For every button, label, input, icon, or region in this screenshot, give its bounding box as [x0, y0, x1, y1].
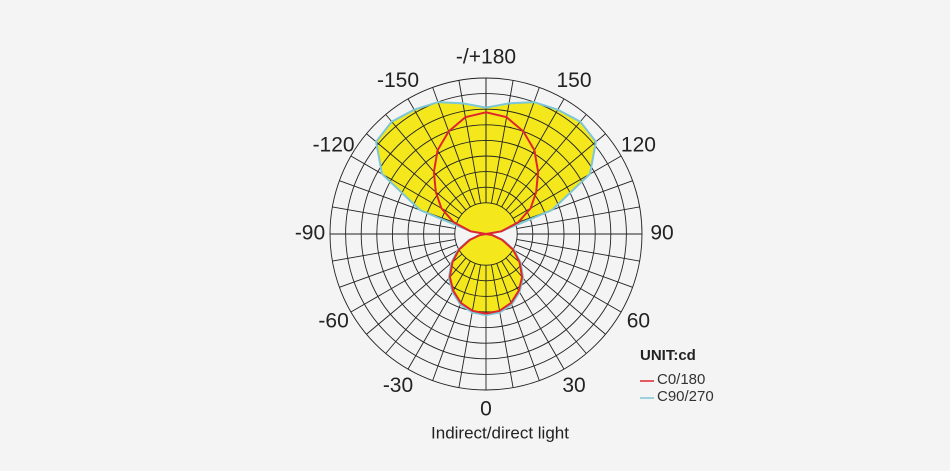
axis-caption: Indirect/direct light [431, 423, 569, 442]
series-line [432, 111, 540, 315]
grid-spoke [516, 206, 640, 230]
grid-spoke [332, 238, 456, 262]
grid-spoke [515, 244, 633, 288]
theta-tick-label: -/+180 [456, 46, 516, 69]
theta-tick-label: 90 [650, 222, 673, 245]
legend-label: C90/270 [657, 388, 714, 405]
grid-spoke [366, 253, 463, 335]
series-line [375, 101, 597, 317]
grid-spoke [490, 264, 514, 388]
grid-spoke [458, 264, 482, 388]
theta-tick-label: -90 [295, 222, 325, 245]
grid-spoke [496, 87, 540, 205]
grid-spoke [350, 249, 460, 313]
grid-spoke [432, 87, 476, 205]
grid-spoke [512, 249, 622, 313]
grid-spoke [505, 114, 587, 211]
grid-spoke [490, 80, 514, 204]
grid-spoke [458, 80, 482, 204]
theta-tick-label: -120 [313, 134, 355, 157]
grid-spoke [385, 257, 467, 354]
unit-label: UNIT:cd [640, 347, 696, 364]
grid-spoke [385, 114, 467, 211]
grid-spoke [339, 244, 457, 288]
theta-tick-label: 120 [621, 134, 656, 157]
grid-spoke [516, 238, 640, 262]
series-fill [376, 102, 596, 316]
grid-spoke [505, 257, 587, 354]
grid-spoke [501, 260, 565, 370]
theta-tick-label: -150 [377, 69, 419, 92]
theta-tick-label: -30 [383, 374, 413, 397]
grid-spoke [509, 133, 606, 215]
grid-spoke [407, 260, 471, 370]
grid-spoke [496, 263, 540, 381]
theta-tick-label: 0 [480, 398, 492, 421]
theta-tick-label: -60 [318, 310, 348, 333]
grid-spoke [501, 98, 565, 208]
grid-spoke [432, 263, 476, 381]
grid-spoke [509, 253, 606, 335]
theta-tick-label: 60 [627, 310, 650, 333]
grid-spoke [332, 206, 456, 230]
grid-spoke [366, 133, 463, 215]
grid-spoke [407, 98, 471, 208]
legend-label: C0/180 [657, 371, 705, 388]
theta-tick-label: 30 [562, 374, 585, 397]
theta-tick-label: 150 [556, 69, 591, 92]
